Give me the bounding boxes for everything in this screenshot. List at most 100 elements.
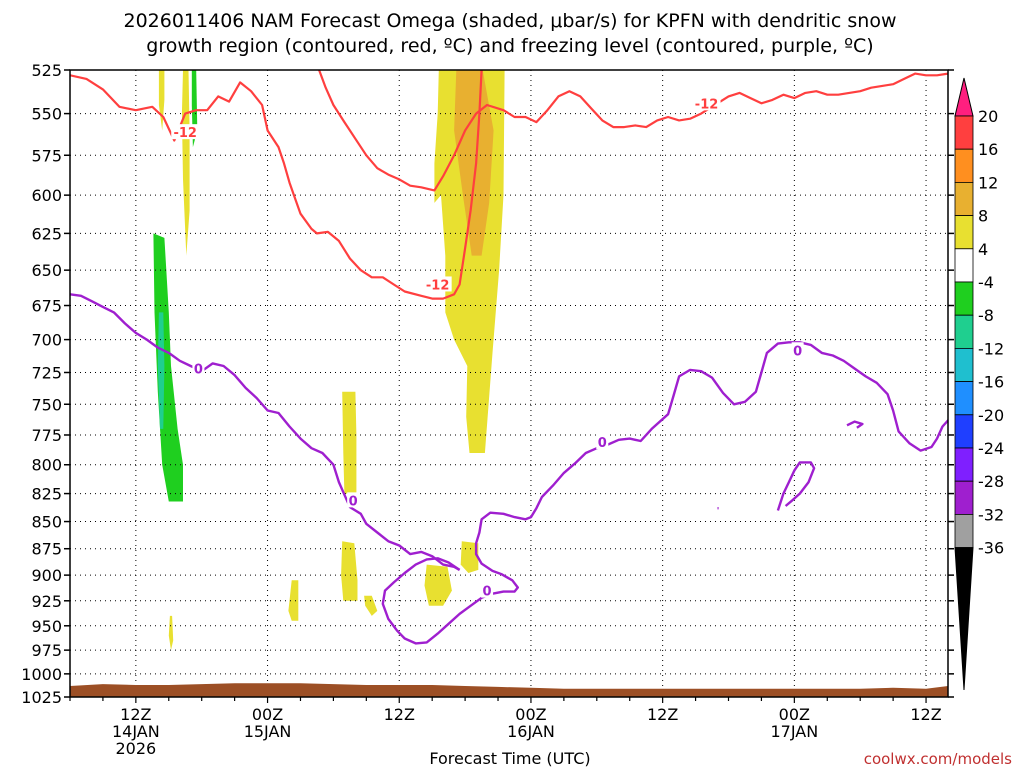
colorbar-label: 16 — [978, 140, 998, 159]
y-tick-label: 875 — [31, 540, 62, 559]
y-tick-label: 750 — [31, 395, 62, 414]
colorbar-segment — [954, 181, 974, 216]
y-tick-label: 650 — [31, 261, 62, 280]
colorbar-segment — [954, 381, 974, 416]
colorbar-segment — [954, 480, 974, 515]
colorbar-label: -16 — [978, 373, 1004, 392]
colorbar-top-arrow — [954, 77, 974, 117]
colorbar-label: -20 — [978, 406, 1004, 425]
omega-region-4 — [158, 70, 165, 131]
y-tick-label: 550 — [31, 105, 62, 124]
y-tick-label: 1000 — [21, 665, 62, 684]
contour-label-bg — [423, 276, 452, 292]
omega-region-4 — [424, 564, 452, 606]
contour-label-bg — [481, 582, 494, 598]
x-tick-label: 12Z — [910, 705, 941, 724]
y-tick-label: 700 — [31, 331, 62, 350]
x-tick-label: 12Z — [120, 705, 151, 724]
y-tick-label: 775 — [31, 426, 62, 445]
freezing-level-contour-line — [70, 293, 461, 571]
y-tick-label: 625 — [31, 224, 62, 243]
colorbar-label: 4 — [978, 240, 988, 259]
freezing-level-contour-line — [776, 461, 816, 511]
colorbar-label: 12 — [978, 173, 998, 192]
colorbar-label: -12 — [978, 339, 1004, 358]
omega-region-4 — [288, 580, 299, 621]
x-tick-label: 00Z — [515, 705, 546, 724]
contour-label-bg — [596, 434, 609, 450]
omega-region-4 — [181, 70, 190, 256]
contour-label-bg — [171, 124, 200, 140]
freezing-level-contour-line — [381, 341, 948, 645]
x-axis-label: Forecast Time (UTC) — [429, 749, 590, 768]
x-tick-label: 16JAN — [507, 722, 555, 741]
contour-label: 0 — [349, 494, 358, 509]
colorbar-label: -36 — [978, 539, 1004, 558]
x-tick-label: 00Z — [252, 705, 283, 724]
colorbar-label: 8 — [978, 207, 988, 226]
colorbar-segment — [954, 248, 974, 283]
y-tick-label: 675 — [31, 297, 62, 316]
contour-label-bg — [192, 360, 205, 376]
chart-title-line2: growth region (contoured, red, ºC) and f… — [146, 35, 873, 57]
contour-label: -12 — [695, 97, 719, 112]
y-tick-label: 900 — [31, 566, 62, 585]
contour-label: -12 — [173, 126, 197, 141]
colorbar-label: -24 — [978, 439, 1004, 458]
y-tick-label: 825 — [31, 485, 62, 504]
colorbar-label: -32 — [978, 505, 1004, 524]
colorbar-segment — [954, 115, 974, 150]
y-tick-label: 800 — [31, 456, 62, 475]
contour-label: 0 — [598, 436, 607, 451]
dgz-contour-line — [318, 70, 948, 192]
colorbar-label: 20 — [978, 107, 998, 126]
colorbar-segment — [954, 447, 974, 482]
credit-text: coolwx.com/models — [864, 750, 1012, 768]
y-axis: 525 550 575 600 625 650 675 700 725 750 775 800 825 8… — [21, 61, 954, 707]
y-tick-label: 925 — [31, 592, 62, 611]
y-tick-label: 950 — [31, 617, 62, 636]
colorbar-segment — [954, 414, 974, 449]
y-tick-label: 525 — [31, 61, 62, 80]
omega-region-8 — [454, 70, 494, 256]
colorbar-label: -28 — [978, 472, 1004, 491]
omega-region--12 — [157, 312, 165, 429]
colorbar-segment — [954, 281, 974, 316]
freezing-level-contour-line — [846, 420, 864, 429]
dgz-contour-line — [70, 70, 483, 300]
colorbar-label: -4 — [978, 273, 994, 292]
contour-label-bg — [692, 95, 721, 111]
y-tick-label: 1025 — [21, 688, 62, 707]
colorbar-segment — [954, 215, 974, 250]
plot-area: -12 -12 -12 0 0 0 0 0 — [69, 69, 949, 698]
y-tick-label: 600 — [31, 186, 62, 205]
colorbar-segment — [954, 347, 974, 382]
contour-label: 0 — [793, 344, 802, 359]
chart-title-line1: 2026011406 NAM Forecast Omega (shaded, μ… — [123, 10, 896, 32]
x-tick-label: 14JAN — [112, 722, 160, 741]
x-tick-label: 15JAN — [244, 722, 292, 741]
terrain-fill — [70, 683, 948, 697]
contour-label-bg — [791, 342, 804, 358]
y-tick-label: 575 — [31, 146, 62, 165]
contour-label: 0 — [483, 585, 492, 600]
omega-region-4 — [168, 615, 174, 651]
y-tick-label: 975 — [31, 641, 62, 660]
omega-region-4 — [364, 595, 378, 616]
omega-region--8 — [153, 233, 183, 502]
omega-region-4 — [341, 541, 358, 601]
x-tick-label: 12Z — [384, 705, 415, 724]
x-tick-label: 2026 — [115, 739, 156, 758]
colorbar-segment — [954, 148, 974, 183]
omega-region-4 — [342, 391, 357, 494]
contour-label-bg — [347, 492, 360, 508]
x-tick-label: 17JAN — [770, 722, 818, 741]
colorbar-label: -8 — [978, 306, 994, 325]
y-tick-label: 725 — [31, 363, 62, 382]
colorbar-segment — [954, 514, 974, 549]
plot-frame — [69, 69, 949, 698]
x-tick-label: 12Z — [647, 705, 678, 724]
contour-label: 0 — [194, 363, 203, 378]
